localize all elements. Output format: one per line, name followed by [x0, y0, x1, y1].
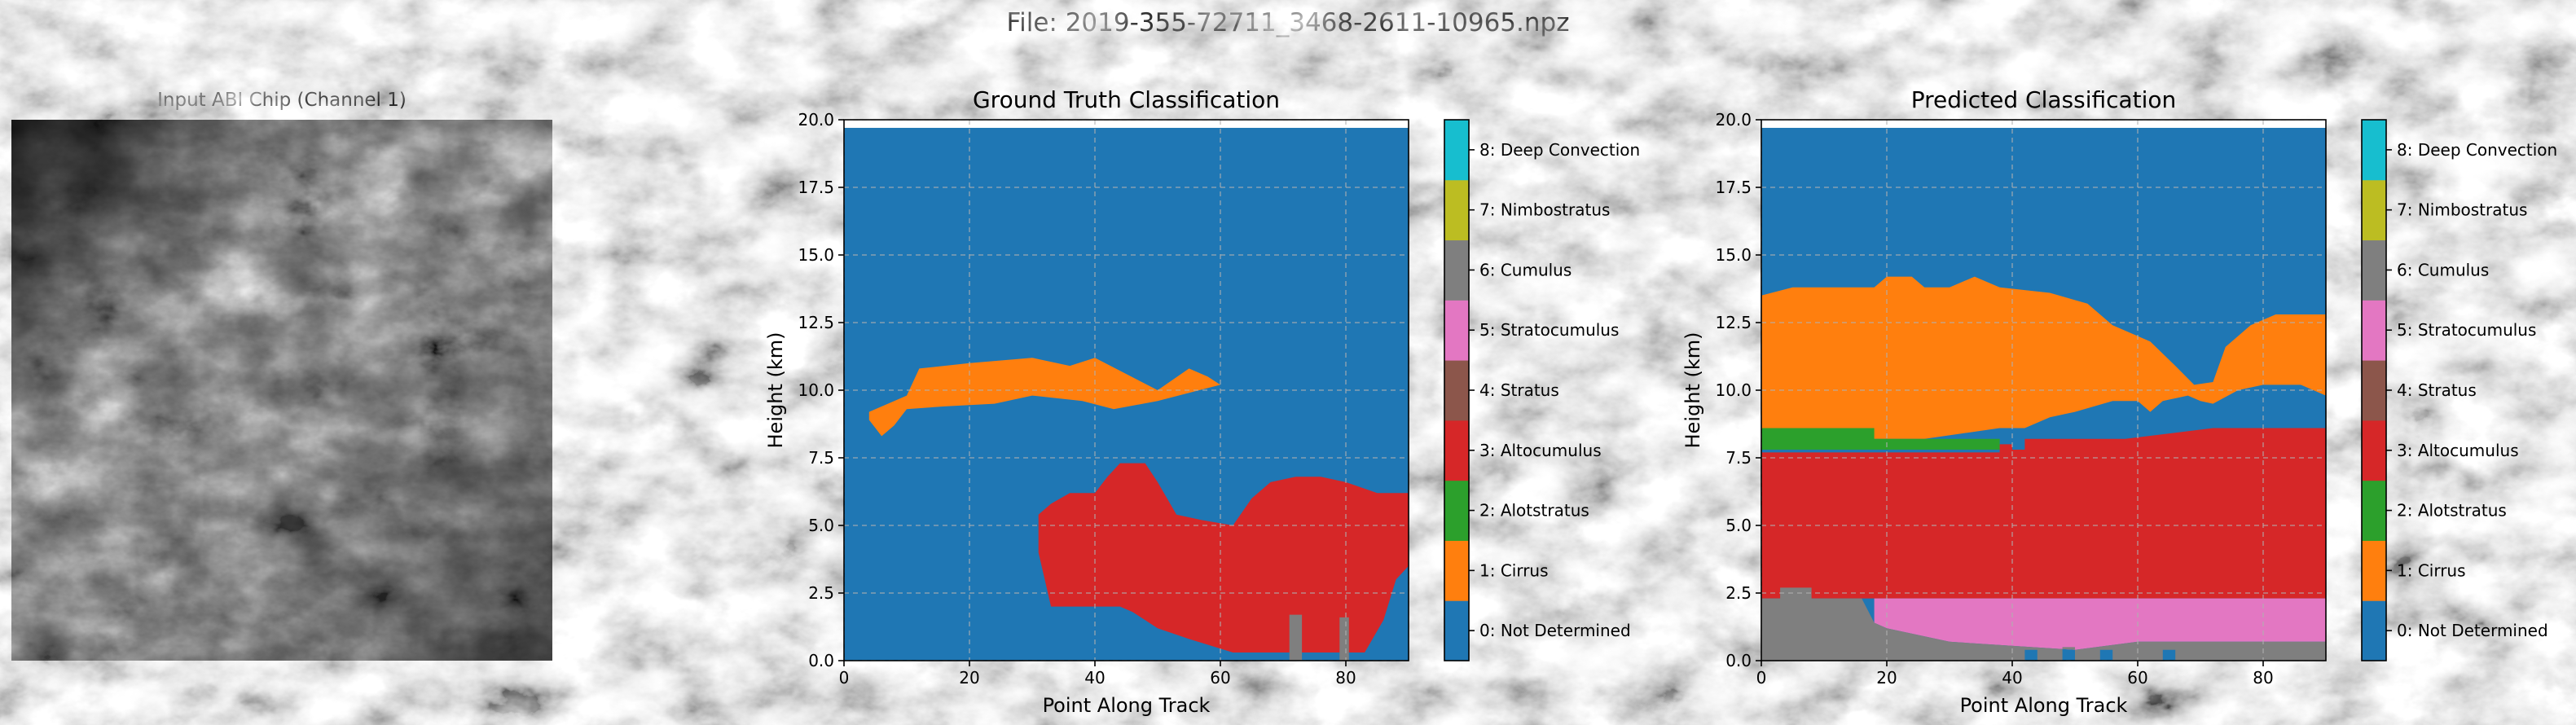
figure-title: File: 2019-355-72711_3468-2611-10965.npz — [1006, 8, 1570, 37]
region-class-6 — [1289, 614, 1303, 661]
colorbar-label: 8: Deep Convection — [1479, 140, 1640, 160]
colorbar-label: 1: Cirrus — [2397, 560, 2466, 580]
y-tick-label: 7.5 — [1725, 448, 1752, 468]
colorbar-segment — [1444, 239, 1469, 301]
colorbar-segment — [1444, 540, 1469, 601]
colorbar-segment — [2362, 420, 2386, 481]
y-tick-label: 17.5 — [798, 178, 834, 197]
y-axis-label: Height (km) — [1681, 332, 1704, 449]
y-tick-label: 20.0 — [1715, 110, 1752, 130]
x-tick-label: 0 — [839, 668, 850, 688]
colorbar-frame — [1444, 119, 1470, 661]
x-tick-label: 80 — [1335, 668, 1356, 688]
colorbar-segment — [2362, 600, 2386, 661]
colorbar-segment — [2362, 300, 2386, 361]
x-tick-label: 60 — [1210, 668, 1230, 688]
colorbar-label: 2: Alotstratus — [1479, 501, 1589, 521]
input-image-title: Input ABI Chip (Channel 1) — [157, 90, 407, 111]
colorbar-label: 7: Nimbostratus — [1479, 200, 1610, 220]
colorbar-segment — [2362, 239, 2386, 301]
colorbar-label: 4: Stratus — [2397, 380, 2477, 400]
colorbar-label: 0: Not Determined — [1479, 621, 1631, 640]
colorbar-segment — [1444, 179, 1469, 241]
x-axis-label: Point Along Track — [1043, 694, 1211, 717]
colorbar-label: 7: Nimbostratus — [2397, 200, 2527, 220]
colorbar-segment — [2362, 179, 2386, 241]
colorbar-label: 8: Deep Convection — [2397, 140, 2557, 160]
y-tick-label: 7.5 — [808, 448, 834, 468]
x-tick-label: 0 — [1756, 668, 1767, 688]
grid-lines — [844, 120, 1409, 661]
y-tick-label: 10.0 — [1715, 380, 1752, 400]
y-tick-label: 2.5 — [808, 583, 834, 603]
x-tick-label: 40 — [1084, 668, 1105, 688]
region-class-6 — [1761, 587, 2326, 661]
heatmap-area — [844, 120, 1409, 661]
y-tick-label: 5.0 — [808, 516, 834, 535]
colorbar-segment — [2362, 480, 2386, 541]
colorbar-segment — [2362, 360, 2386, 421]
colorbar-label: 4: Stratus — [1479, 380, 1559, 400]
colorbar-label: 0: Not Determined — [2397, 621, 2548, 640]
y-tick-label: 17.5 — [1715, 178, 1752, 197]
region-class-2 — [1761, 428, 2000, 450]
colorbar-segment — [2362, 540, 2386, 601]
x-tick-label: 80 — [2253, 668, 2273, 688]
y-tick-label: 15.0 — [1715, 245, 1752, 265]
y-tick-label: 12.5 — [1715, 313, 1752, 332]
x-axis-label: Point Along Track — [1960, 694, 2128, 717]
colorbar-segment — [1444, 480, 1469, 541]
ground-truth-chart: 0 20 40 60 80 0.0 2.5 5.0 7.5 10.0 12.5 15.0 17.5 20.… — [764, 86, 1640, 717]
region-class-5 — [1874, 598, 2326, 650]
x-tick-label: 20 — [1876, 668, 1897, 688]
y-tick-label: 0.0 — [1725, 651, 1752, 670]
y-tick-label: 5.0 — [1725, 516, 1752, 535]
colorbar-segment — [2362, 120, 2386, 181]
colorbar-label: 3: Altocumulus — [1479, 441, 1602, 460]
colorbar: 0: Not Determined 1: Cirrus 2: Alotstratus… — [1444, 119, 1640, 661]
chart-title: Ground Truth Classification — [973, 86, 1280, 113]
region-class-1 — [1761, 276, 2326, 439]
colorbar-segment — [1444, 360, 1469, 421]
input-abi-chip-image — [11, 120, 552, 661]
region-class-6 — [1339, 617, 1349, 661]
colorbar-label: 6: Cumulus — [1479, 260, 1572, 279]
region-class-3 — [1761, 428, 2326, 599]
y-tick-label: 2.5 — [1725, 583, 1752, 603]
chart-title: Predicted Classification — [1911, 86, 2177, 113]
predicted-chart: 0 20 40 60 80 0.0 2.5 5.0 7.5 10.0 12.5 15.0 17.5 20.… — [1681, 86, 2557, 717]
colorbar-label: 1: Cirrus — [1479, 560, 1549, 580]
y-tick-label: 20.0 — [798, 110, 834, 130]
x-tick-label: 60 — [2127, 668, 2147, 688]
colorbar-label: 5: Stratocumulus — [1479, 320, 1619, 340]
x-tick-label: 40 — [2002, 668, 2022, 688]
grid-lines — [1761, 120, 2326, 661]
y-tick-label: 15.0 — [798, 245, 834, 265]
colorbar-segment — [1444, 120, 1469, 181]
y-tick-label: 0.0 — [808, 651, 834, 670]
y-axis-label: Height (km) — [764, 332, 787, 449]
colorbar-segment — [1444, 600, 1469, 661]
y-tick-label: 10.0 — [798, 380, 834, 400]
region-class-3 — [1038, 463, 1409, 652]
colorbar-segment — [1444, 420, 1469, 481]
region-class-1 — [868, 358, 1220, 437]
colorbar-label: 5: Stratocumulus — [2397, 320, 2536, 340]
heatmap-area — [1761, 120, 2326, 661]
colorbar-label: 3: Altocumulus — [2397, 441, 2519, 460]
x-tick-label: 20 — [959, 668, 979, 688]
colorbar-frame — [2361, 119, 2387, 661]
colorbar-label: 6: Cumulus — [2397, 260, 2489, 279]
colorbar-segment — [1444, 300, 1469, 361]
colorbar-label: 2: Alotstratus — [2397, 501, 2507, 521]
y-tick-label: 12.5 — [798, 313, 834, 332]
colorbar: 0: Not Determined 1: Cirrus 2: Alotstratus… — [2361, 119, 2557, 661]
